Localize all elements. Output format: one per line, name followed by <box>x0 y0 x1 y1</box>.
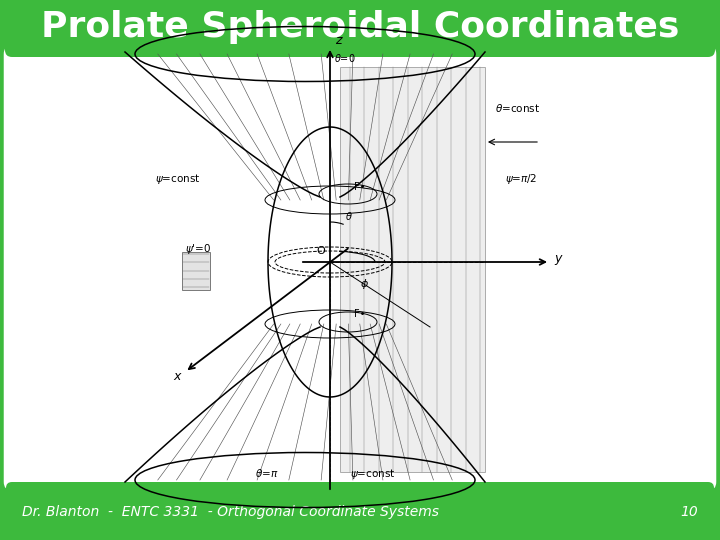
Text: y: y <box>554 252 562 265</box>
Text: $\psi$=const: $\psi$=const <box>350 467 395 481</box>
Text: $\theta$=$\pi$: $\theta$=$\pi$ <box>255 467 279 479</box>
Text: Prolate Spheroidal Coordinates: Prolate Spheroidal Coordinates <box>41 10 679 44</box>
Text: $\psi$=const: $\psi$=const <box>155 172 200 186</box>
Text: F•: F• <box>354 182 366 192</box>
Text: O: O <box>316 246 325 256</box>
Text: z: z <box>335 34 341 47</box>
Text: Dr. Blanton  -  ENTC 3331  - Orthogonal Coordinate Systems: Dr. Blanton - ENTC 3331 - Orthogonal Coo… <box>22 505 439 519</box>
Text: 10: 10 <box>680 505 698 519</box>
Text: $\theta$=const: $\theta$=const <box>495 102 540 114</box>
Text: x: x <box>173 370 181 383</box>
Text: $\psi$=$\pi$/2: $\psi$=$\pi$/2 <box>505 172 537 186</box>
Text: $\phi$: $\phi$ <box>360 277 369 291</box>
Text: F•: F• <box>354 309 366 319</box>
Text: $\theta$=0: $\theta$=0 <box>334 52 356 64</box>
Polygon shape <box>340 67 485 472</box>
Text: $\theta$: $\theta$ <box>345 210 353 222</box>
Text: $\psi$'=0: $\psi$'=0 <box>185 242 211 256</box>
FancyBboxPatch shape <box>6 482 714 540</box>
FancyBboxPatch shape <box>2 44 718 492</box>
FancyBboxPatch shape <box>5 0 715 57</box>
Polygon shape <box>182 252 210 290</box>
